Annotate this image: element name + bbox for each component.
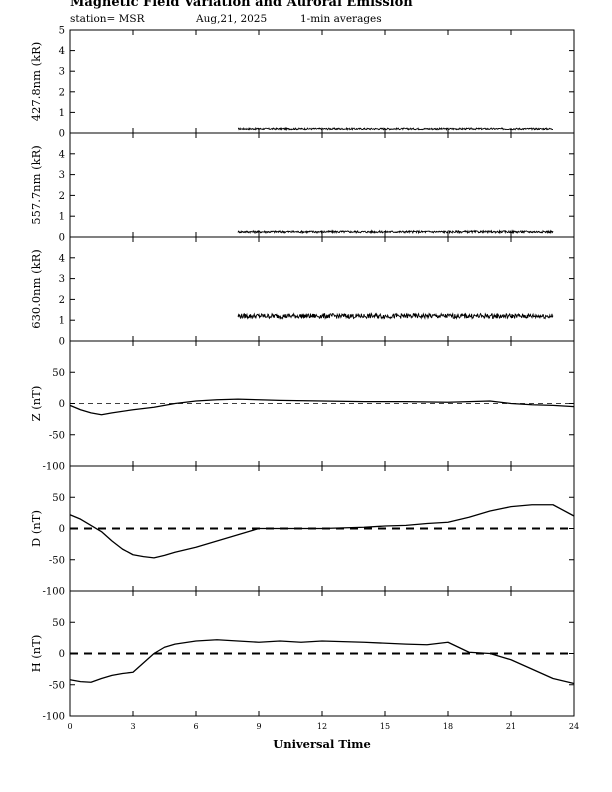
- x-tick-label: 9: [256, 722, 261, 731]
- y-tick-label: 2: [59, 191, 65, 202]
- y-tick-label: 4: [59, 46, 65, 57]
- y-tick-label: 4: [59, 149, 65, 160]
- y-tick-label: 0: [59, 233, 65, 244]
- date-label: Aug,21, 2025: [196, 13, 268, 25]
- y-axis-label: 427.8nm (kR): [29, 42, 43, 122]
- y-tick-label: 50: [52, 493, 65, 504]
- averaging-label: 1-min averages: [300, 13, 382, 25]
- y-tick-label: -100: [43, 712, 65, 723]
- y-tick-label: -50: [49, 430, 65, 441]
- y-tick-label: 0: [59, 399, 65, 410]
- y-tick-label: -50: [49, 680, 65, 691]
- series-line: [237, 229, 554, 235]
- x-tick-label: 15: [380, 722, 390, 731]
- x-tick-label: 3: [130, 722, 135, 731]
- y-tick-label: -100: [43, 587, 65, 598]
- panel-frame: [69, 29, 575, 134]
- y-tick-label: 1: [59, 212, 65, 223]
- x-axis-label: Universal Time: [273, 737, 371, 751]
- y-tick-label: 0: [59, 337, 65, 348]
- x-tick-label: 6: [193, 722, 198, 731]
- series-line: [69, 398, 575, 416]
- y-tick-label: 5: [59, 26, 65, 37]
- x-tick-label: 18: [443, 722, 453, 731]
- panel-frame: [69, 132, 575, 238]
- station-label: station= MSR: [70, 13, 145, 25]
- y-axis-label: D (nT): [29, 510, 43, 547]
- y-axis-label: H (nT): [29, 635, 43, 673]
- y-tick-label: 3: [59, 67, 65, 78]
- y-axis-label: Z (nT): [29, 386, 43, 422]
- y-tick-label: 0: [59, 524, 65, 535]
- y-tick-label: 2: [59, 87, 65, 98]
- y-tick-label: 2: [59, 295, 65, 306]
- series-line: [69, 639, 575, 685]
- y-tick-label: 0: [59, 129, 65, 140]
- y-tick-label: 3: [59, 170, 65, 181]
- y-tick-label: 0: [59, 649, 65, 660]
- series-line: [237, 126, 554, 132]
- x-tick-label: 21: [506, 722, 516, 731]
- x-tick-label: 0: [67, 722, 72, 731]
- y-axis-label: 557.7nm (kR): [29, 145, 43, 225]
- chart-title: Magnetic Field Variation and Auroral Emi…: [70, 0, 413, 10]
- y-tick-label: 50: [52, 618, 65, 629]
- y-tick-label: 1: [59, 108, 65, 119]
- y-tick-label: 4: [59, 253, 65, 264]
- y-tick-label: 3: [59, 274, 65, 285]
- panel-frame: [69, 236, 575, 342]
- series-line: [69, 504, 575, 559]
- y-tick-label: -100: [43, 462, 65, 473]
- y-tick-label: 50: [52, 368, 65, 379]
- series-line: [237, 312, 554, 320]
- y-tick-label: -50: [49, 555, 65, 566]
- x-tick-label: 24: [569, 722, 579, 731]
- y-tick-label: 1: [59, 316, 65, 327]
- x-tick-label: 12: [317, 722, 327, 731]
- y-axis-label: 630.0nm (kR): [29, 249, 43, 329]
